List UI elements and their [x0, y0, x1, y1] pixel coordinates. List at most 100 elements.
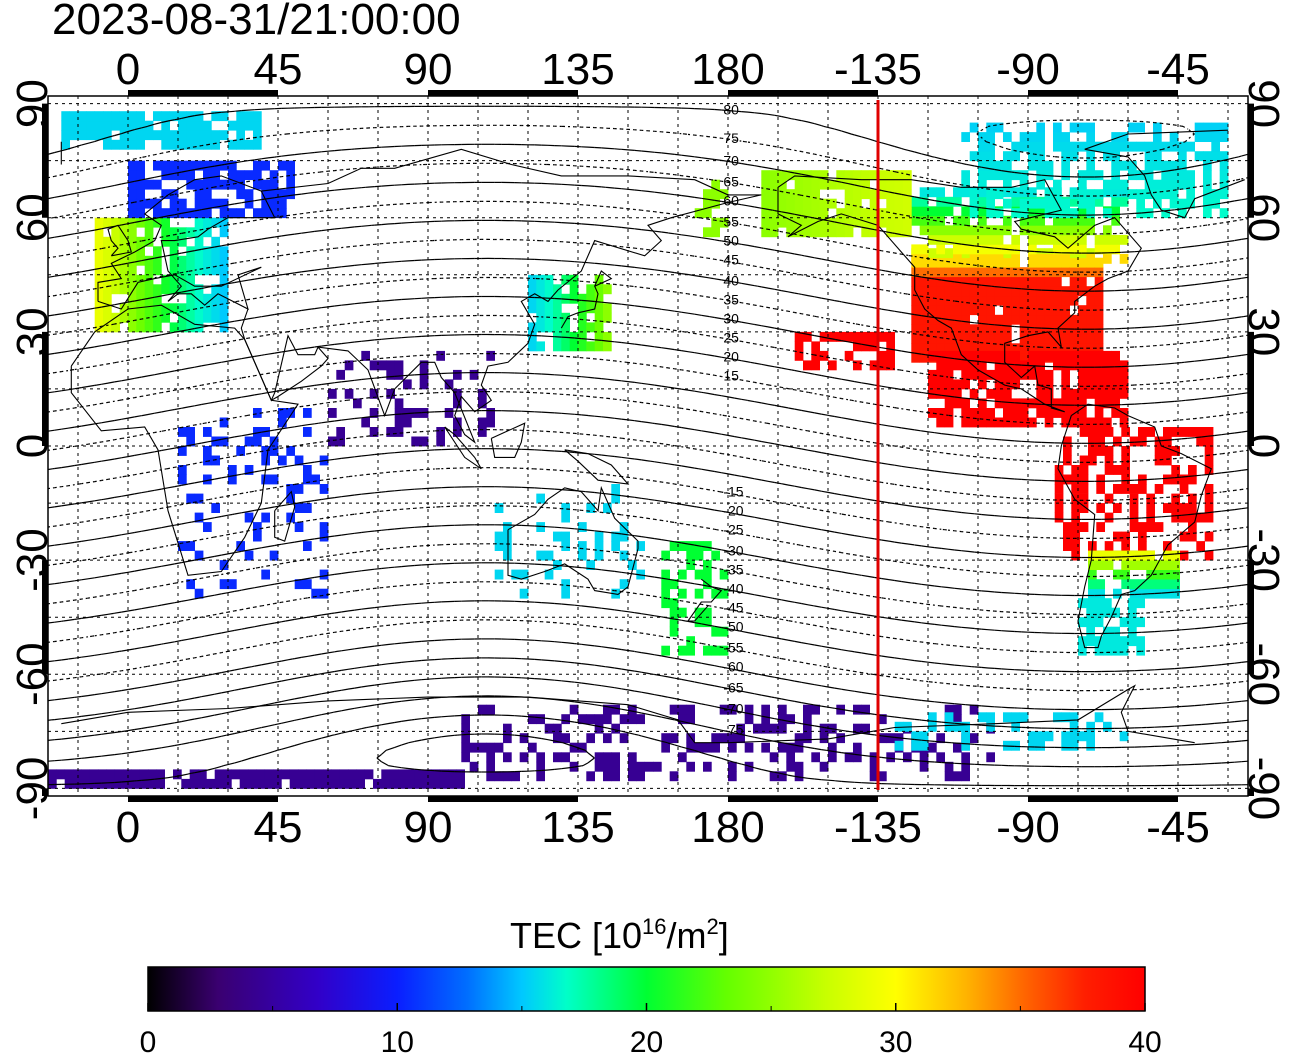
maglat-segment — [807, 604, 814, 607]
maglat-segment — [187, 521, 192, 524]
maglat-segment — [227, 571, 235, 574]
maglat-segment — [81, 501, 89, 504]
maglat-segment — [1227, 547, 1235, 550]
tec-cell — [853, 198, 862, 209]
tec-cell — [436, 436, 445, 447]
maglat-segment — [1187, 532, 1195, 535]
tec-cell — [928, 324, 937, 335]
tec-cell — [128, 120, 137, 131]
tec-cell — [269, 198, 279, 209]
tec-cell — [1096, 550, 1105, 561]
maglat-segment — [1234, 565, 1242, 568]
maglat-segment — [754, 555, 762, 558]
tec-cell — [211, 179, 220, 190]
maglat-segment — [394, 527, 402, 530]
tec-cell — [828, 198, 837, 209]
maglat-segment — [261, 488, 269, 491]
tec-cell — [911, 333, 920, 344]
tec-cell — [1111, 607, 1120, 618]
tec-cell — [1044, 198, 1054, 209]
maglat-segment — [541, 769, 549, 772]
maglat-segment — [48, 563, 55, 566]
tec-cell — [736, 723, 745, 734]
maglat-segment — [787, 720, 795, 723]
maglat-segment — [1227, 585, 1235, 588]
maglat-segment — [641, 478, 649, 481]
tec-cell — [289, 769, 299, 780]
tec-cell — [786, 752, 795, 763]
maglat-segment — [341, 629, 349, 632]
tec-cell — [878, 714, 887, 725]
maglat-segment — [101, 517, 109, 520]
maglat-segment — [1228, 566, 1235, 569]
maglat-segment — [614, 532, 622, 535]
maglat-segment — [301, 597, 306, 600]
tec-cell — [1096, 446, 1105, 456]
tec-cell — [269, 189, 279, 200]
tec-cell — [228, 579, 237, 590]
tec-cell — [586, 322, 595, 333]
maglat-segment — [147, 725, 155, 728]
maglat-segment — [48, 760, 55, 762]
maglat-segment — [707, 489, 715, 492]
tec-cell — [444, 379, 454, 390]
tec-cell — [78, 120, 87, 131]
maglat-segment — [661, 577, 669, 580]
tec-cell — [944, 721, 954, 732]
maglat-segment — [287, 618, 295, 622]
tec-cell — [278, 455, 287, 466]
tec-cell — [711, 742, 720, 753]
tec-cell — [111, 322, 120, 333]
tec-cell — [1044, 225, 1054, 236]
tec-cell — [619, 733, 629, 744]
maglat-segment — [181, 658, 188, 661]
tec-cell — [969, 276, 979, 287]
maglat-segment — [967, 743, 975, 745]
tec-cell — [711, 227, 720, 238]
tec-cell — [986, 234, 995, 245]
maglat-segment — [241, 758, 249, 762]
tec-cell — [844, 170, 854, 181]
maglat-segment — [201, 635, 205, 638]
tec-cell — [536, 493, 545, 504]
tec-cell — [803, 704, 812, 715]
tec-cell — [1003, 417, 1012, 428]
maglat-segment — [421, 640, 429, 642]
tec-cell — [594, 541, 604, 551]
tec-cell — [561, 341, 570, 352]
tec-cell — [728, 771, 737, 782]
tec-cell — [1129, 484, 1139, 494]
tec-cell — [1028, 141, 1037, 152]
maglat-segment — [794, 700, 802, 704]
maglat-segment — [381, 643, 389, 646]
maglat-segment — [401, 661, 409, 663]
tec-cell — [1094, 333, 1104, 344]
tec-cell — [1178, 141, 1187, 152]
tec-cell — [669, 598, 679, 609]
tec-cell — [853, 742, 862, 753]
tec-cell — [1078, 636, 1087, 647]
tec-cell — [1121, 427, 1130, 437]
maglat-segment — [394, 700, 402, 703]
maglat-segment — [601, 550, 609, 552]
maglat-segment — [407, 679, 415, 682]
tec-cell — [1169, 179, 1179, 190]
tec-cell — [778, 198, 787, 209]
tec-cell — [944, 225, 954, 236]
tec-cell — [919, 314, 929, 325]
tec-cell — [978, 132, 987, 142]
maglat-segment — [661, 716, 669, 720]
tec-cell — [1096, 436, 1105, 447]
maglat-segment — [394, 566, 402, 568]
tec-cell — [244, 198, 254, 209]
maglat-segment — [584, 749, 589, 754]
maglat-segment — [61, 658, 69, 661]
tec-cell — [1061, 360, 1070, 371]
tec-cell — [1136, 645, 1145, 656]
tec-cell — [253, 179, 262, 190]
tec-cell — [136, 236, 145, 247]
tec-cell — [1003, 160, 1012, 171]
maglat-segment — [181, 698, 189, 702]
tec-cell — [961, 295, 970, 306]
tec-cell — [1186, 141, 1195, 152]
